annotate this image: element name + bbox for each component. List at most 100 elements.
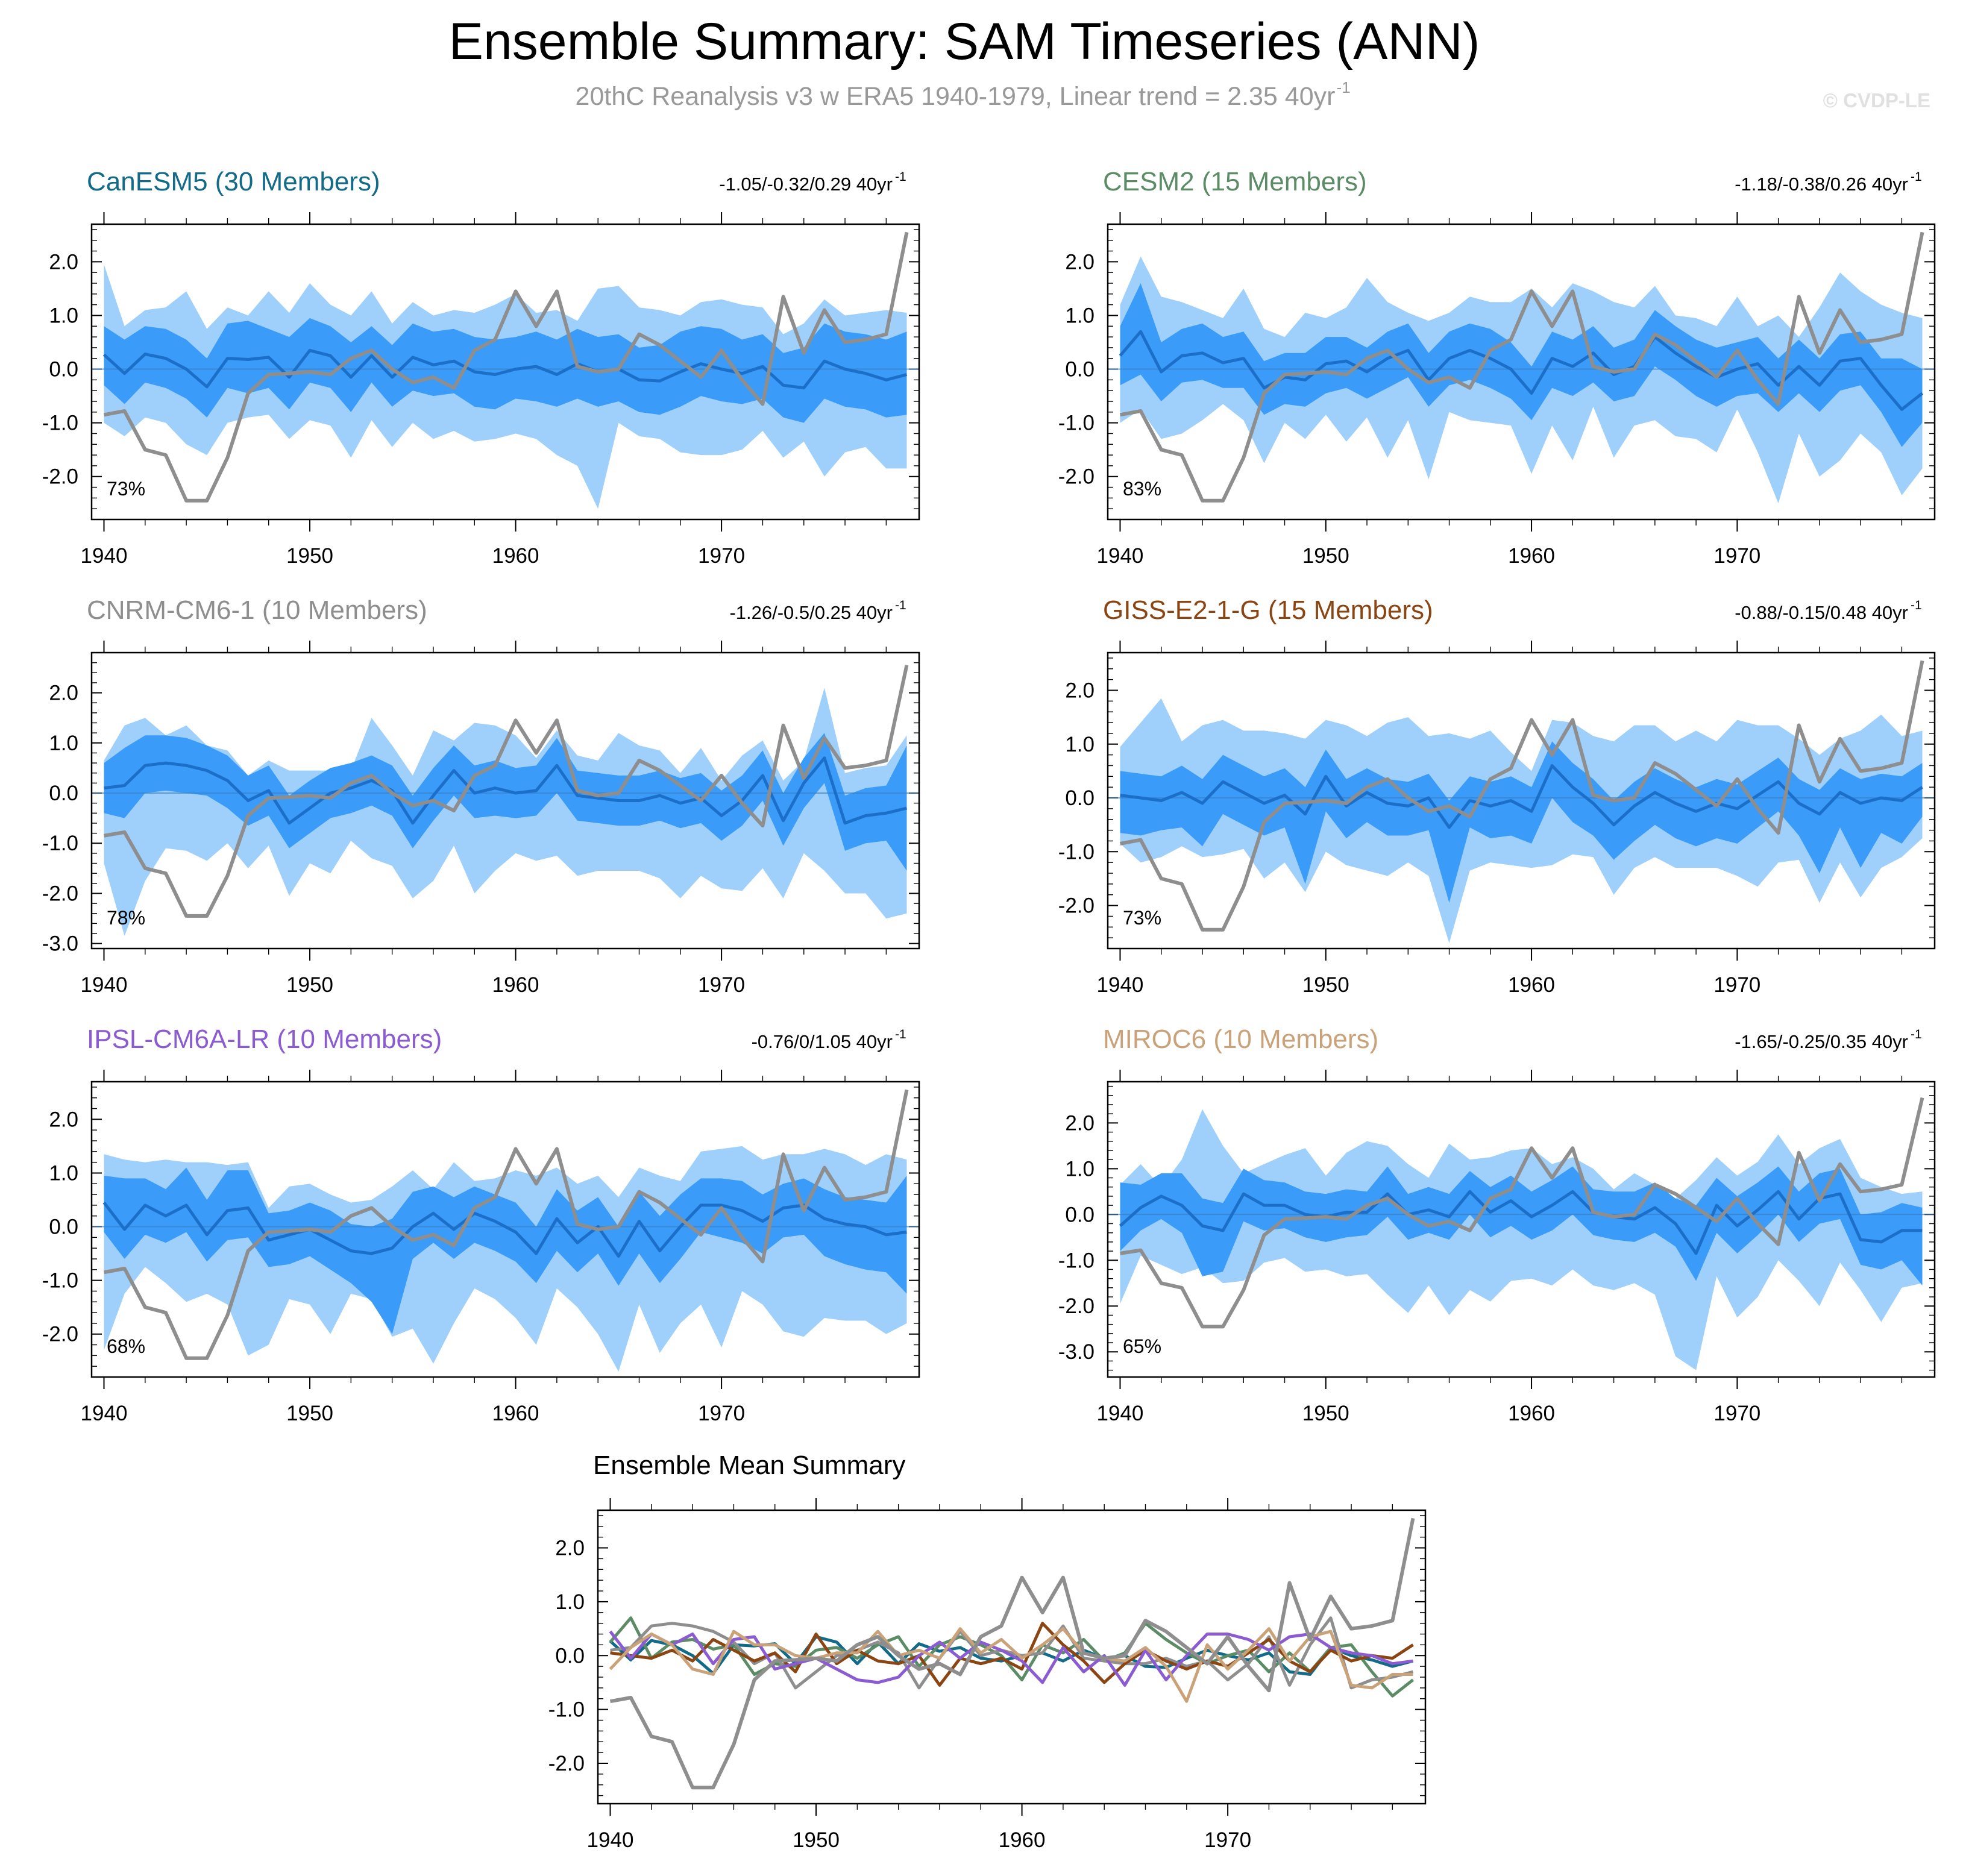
y-tick-label: 0.0 (1065, 1203, 1095, 1226)
inner-spread-band (1120, 741, 1923, 903)
x-tick-label: 1970 (698, 973, 745, 997)
model-title: CNRM-CM6-1 (10 Members) (87, 595, 427, 625)
observed-line (1119, 660, 1924, 932)
percent-label: 65% (1123, 1335, 1161, 1357)
percent-label: 78% (107, 907, 145, 929)
trend-text: -1.18/-0.38/0.26 40yr (1735, 174, 1908, 195)
x-tick-label: 1940 (81, 973, 128, 997)
y-tick-label: 0.0 (49, 1216, 78, 1239)
y-tick-label: -2.0 (42, 1323, 78, 1346)
model-title: CanESM5 (30 Members) (87, 167, 380, 196)
y-tick-label: -2.0 (1058, 465, 1095, 489)
y-tick-label: -1.0 (1058, 1249, 1095, 1272)
x-tick-label: 1950 (1302, 544, 1349, 568)
trend-text: -0.76/0/1.05 40yr (752, 1031, 893, 1052)
summary-series-line (610, 1622, 1414, 1687)
trend-text: -0.88/-0.15/0.48 40yr (1735, 602, 1908, 623)
x-tick-label: 1940 (587, 1828, 634, 1852)
y-tick-label: 1.0 (49, 1161, 78, 1185)
y-tick-label: -1.0 (42, 412, 78, 435)
y-tick-label: 1.0 (1065, 733, 1095, 756)
y-tick-label: 0.0 (1065, 786, 1095, 810)
plot-frame (1107, 1081, 1936, 1378)
x-tick-label: 1970 (1204, 1828, 1251, 1852)
panel-ipsl-cm6a-lr: 2.0 1.0 0.0 -1.0 -2.0 1940 1950 1960 1970 IPSL-CM… (42, 1024, 920, 1425)
plot-frame (90, 651, 920, 950)
figure-subtitle: 20thC Reanalysis v3 w ERA5 1940-1979, Li… (576, 82, 1336, 111)
y-tick-label: 1.0 (555, 1590, 585, 1614)
y-tick-label: -1.0 (42, 832, 78, 855)
observed-line (1119, 231, 1924, 503)
x-tick-label: 1950 (1302, 973, 1349, 997)
panel-cesm2: 2.0 1.0 0.0 -1.0 -2.0 1940 1950 1960 1970 CESM2 (… (1058, 167, 1936, 568)
x-tick-label: 1960 (492, 544, 539, 568)
model-title: MIROC6 (10 Members) (1103, 1024, 1378, 1054)
x-tick-label: 1960 (492, 973, 539, 997)
panel-giss-e2-1-g: 2.0 1.0 0.0 -1.0 -2.0 1940 1950 1960 1970 GISS-E2… (1058, 595, 1936, 997)
x-tick-label: 1970 (1713, 1402, 1760, 1425)
ensemble-mean-line (1119, 330, 1924, 411)
x-tick-label: 1940 (81, 544, 128, 568)
trend-superscript: -1 (1911, 1027, 1922, 1041)
x-tick-label: 1940 (1097, 544, 1144, 568)
trend-text: -1.05/-0.32/0.29 40yr (719, 174, 893, 195)
observed-line (103, 1089, 909, 1360)
panel-miroc6: 2.0 1.0 0.0 -1.0 -2.0 -3.0 1940 1950 1960 1970 MIR… (1058, 1024, 1936, 1425)
x-tick-label: 1940 (81, 1402, 128, 1425)
summary-title: Ensemble Mean Summary (593, 1451, 905, 1480)
y-tick-label: 2.0 (555, 1537, 585, 1560)
y-tick-label: 2.0 (1065, 1111, 1095, 1135)
inner-spread-band (104, 733, 907, 871)
figure-title: Ensemble Summary: SAM Timeseries (ANN) (449, 13, 1480, 71)
y-tick-label: 2.0 (1065, 679, 1095, 702)
y-tick-label: -1.0 (1058, 412, 1095, 435)
x-tick-label: 1950 (1302, 1402, 1349, 1425)
y-tick-label: -2.0 (1058, 1294, 1095, 1318)
y-tick-label: 0.0 (49, 358, 78, 381)
summary-observed-line (609, 1517, 1415, 1790)
percent-label: 83% (1123, 478, 1161, 500)
y-tick-label: 1.0 (49, 732, 78, 755)
inner-spread-band (1120, 283, 1923, 447)
x-tick-label: 1970 (698, 1402, 745, 1425)
y-tick-label: -1.0 (42, 1269, 78, 1293)
y-tick-label: 2.0 (1065, 250, 1095, 274)
x-tick-label: 1940 (1097, 973, 1144, 997)
y-tick-label: 2.0 (49, 250, 78, 274)
y-tick-label: 2.0 (49, 682, 78, 705)
plot-frame (1107, 223, 1936, 521)
y-tick-label: 0.0 (49, 782, 78, 805)
x-tick-label: 1970 (1713, 973, 1760, 997)
x-tick-label: 1970 (698, 544, 745, 568)
y-tick-label: 2.0 (49, 1108, 78, 1131)
model-title: IPSL-CM6A-LR (10 Members) (87, 1024, 442, 1054)
plot-frame (90, 223, 920, 521)
x-tick-label: 1950 (286, 973, 333, 997)
x-tick-label: 1950 (793, 1828, 840, 1852)
y-tick-label: -2.0 (548, 1752, 585, 1775)
observed-line (103, 665, 909, 918)
ensemble-mean-line (1120, 764, 1923, 829)
x-tick-label: 1940 (1097, 1402, 1144, 1425)
y-tick-label: -3.0 (1058, 1340, 1095, 1364)
y-tick-label: -1.0 (548, 1698, 585, 1722)
trend-superscript: -1 (895, 598, 906, 612)
panel-ensemble-mean-summary: 2.0 1.0 0.0 -1.0 -2.0 1940 1950 1960 1970 Ensembl… (548, 1451, 1427, 1852)
plot-frame (1107, 651, 1936, 950)
x-tick-label: 1960 (999, 1828, 1046, 1852)
y-tick-label: -2.0 (1058, 894, 1095, 918)
plot-frame (90, 1081, 920, 1378)
trend-text: -1.26/-0.5/0.25 40yr (729, 602, 893, 623)
y-tick-label: -3.0 (42, 932, 78, 956)
observed-line (103, 231, 909, 503)
x-tick-label: 1950 (286, 1402, 333, 1425)
x-tick-label: 1950 (286, 544, 333, 568)
x-tick-label: 1960 (1508, 1402, 1555, 1425)
percent-label: 73% (1123, 907, 1161, 929)
trend-text: -1.65/-0.25/0.35 40yr (1735, 1031, 1908, 1052)
y-tick-label: 0.0 (1065, 358, 1095, 381)
y-tick-label: 1.0 (1065, 304, 1095, 327)
y-tick-label: 1.0 (1065, 1157, 1095, 1181)
